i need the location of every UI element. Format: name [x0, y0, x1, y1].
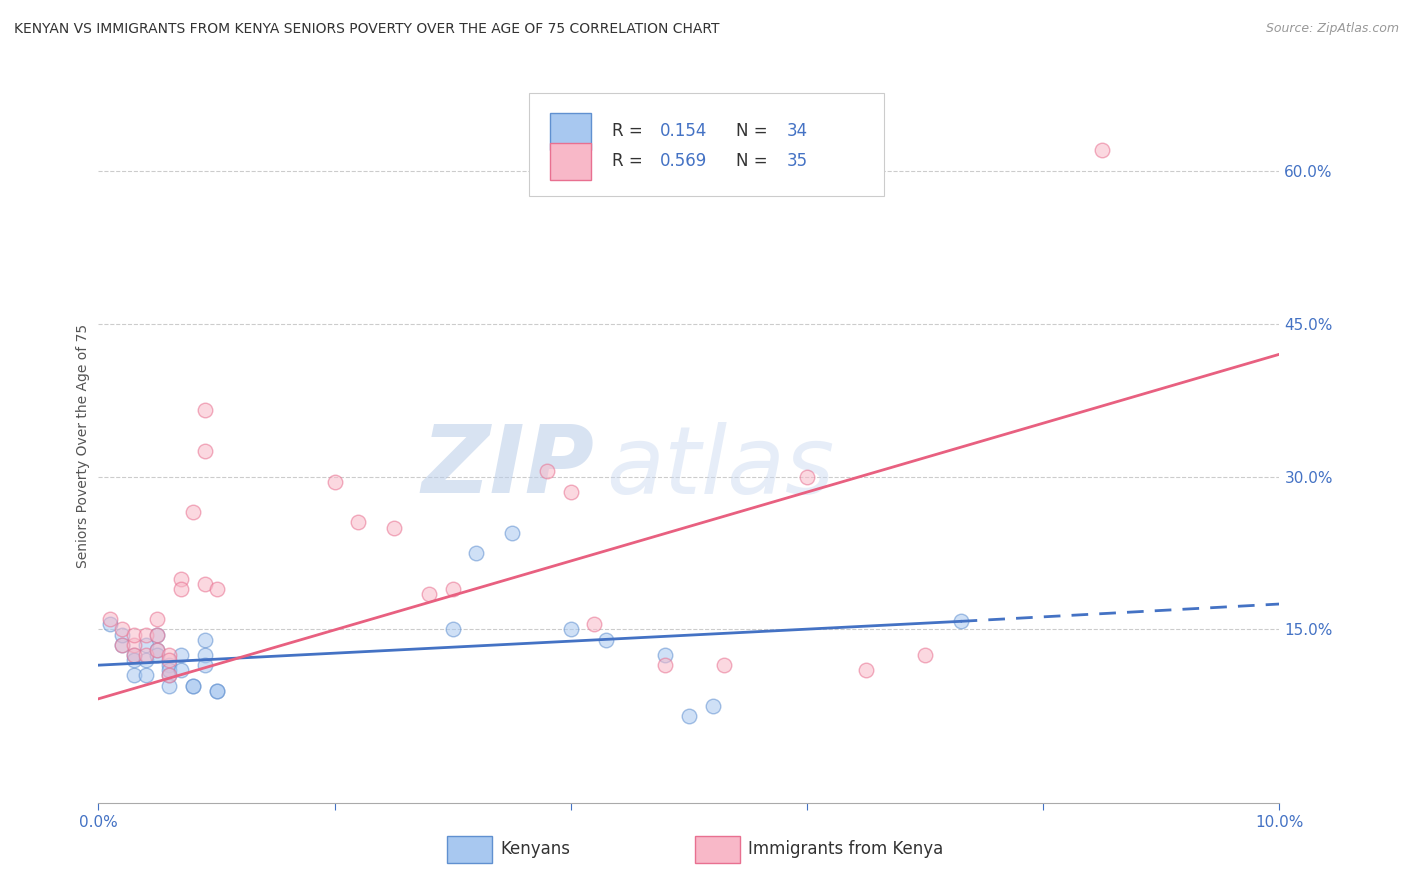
Point: [157, 663, 180, 677]
Point: [441, 623, 464, 637]
Point: [205, 582, 228, 596]
Point: [170, 663, 193, 677]
Point: [205, 683, 228, 698]
Point: [181, 679, 204, 693]
Bar: [447, 836, 492, 863]
Point: [560, 623, 582, 637]
Point: [135, 653, 157, 667]
Point: [111, 623, 134, 637]
Text: atlas: atlas: [606, 422, 835, 513]
Point: [194, 658, 217, 673]
Point: [111, 638, 134, 652]
Point: [654, 658, 676, 673]
Point: [194, 576, 217, 591]
Point: [122, 668, 145, 682]
Point: [157, 648, 180, 662]
Point: [146, 627, 169, 641]
Text: ZIP: ZIP: [422, 421, 595, 514]
Point: [713, 658, 735, 673]
Point: [595, 632, 617, 647]
Point: [949, 615, 972, 629]
Text: Source: ZipAtlas.com: Source: ZipAtlas.com: [1265, 22, 1399, 36]
Point: [122, 648, 145, 662]
Point: [170, 648, 193, 662]
Point: [135, 648, 157, 662]
Point: [678, 709, 700, 723]
Bar: [550, 143, 591, 180]
Point: [465, 546, 488, 560]
FancyBboxPatch shape: [530, 93, 884, 196]
Point: [157, 679, 180, 693]
Point: [157, 653, 180, 667]
Point: [146, 643, 169, 657]
Point: [194, 444, 217, 458]
Point: [796, 469, 818, 483]
Point: [146, 627, 169, 641]
Point: [382, 520, 405, 534]
Text: N =: N =: [737, 153, 773, 170]
Point: [135, 638, 157, 652]
Point: [205, 683, 228, 698]
Point: [98, 612, 121, 626]
Point: [347, 516, 370, 530]
Text: 34: 34: [787, 122, 808, 140]
Point: [194, 648, 217, 662]
Text: Immigrants from Kenya: Immigrants from Kenya: [748, 840, 943, 858]
Point: [122, 638, 145, 652]
Point: [146, 648, 169, 662]
Text: 0.154: 0.154: [659, 122, 707, 140]
Point: [170, 572, 193, 586]
Point: [194, 403, 217, 417]
Point: [855, 663, 877, 677]
Text: R =: R =: [612, 153, 648, 170]
Point: [583, 617, 606, 632]
Point: [98, 617, 121, 632]
Point: [157, 668, 180, 682]
Bar: [695, 836, 740, 863]
Point: [536, 465, 558, 479]
Point: [135, 627, 157, 641]
Point: [146, 612, 169, 626]
Point: [157, 668, 180, 682]
Point: [194, 632, 217, 647]
Point: [122, 653, 145, 667]
Point: [441, 582, 464, 596]
Point: [146, 643, 169, 657]
Point: [181, 505, 204, 519]
Point: [111, 627, 134, 641]
Point: [914, 648, 936, 662]
Point: [111, 638, 134, 652]
Y-axis label: Seniors Poverty Over the Age of 75: Seniors Poverty Over the Age of 75: [76, 324, 90, 568]
Point: [323, 475, 346, 489]
Text: 35: 35: [787, 153, 808, 170]
Point: [418, 587, 440, 601]
Text: 0.569: 0.569: [659, 153, 707, 170]
Point: [702, 698, 724, 713]
Point: [135, 668, 157, 682]
Text: KENYAN VS IMMIGRANTS FROM KENYA SENIORS POVERTY OVER THE AGE OF 75 CORRELATION C: KENYAN VS IMMIGRANTS FROM KENYA SENIORS …: [14, 22, 720, 37]
Bar: [550, 112, 591, 150]
Point: [1091, 144, 1114, 158]
Point: [181, 679, 204, 693]
Text: Kenyans: Kenyans: [501, 840, 569, 858]
Point: [560, 484, 582, 499]
Point: [157, 658, 180, 673]
Point: [501, 525, 523, 540]
Point: [170, 582, 193, 596]
Point: [122, 648, 145, 662]
Text: N =: N =: [737, 122, 773, 140]
Text: R =: R =: [612, 122, 648, 140]
Point: [122, 627, 145, 641]
Point: [654, 648, 676, 662]
